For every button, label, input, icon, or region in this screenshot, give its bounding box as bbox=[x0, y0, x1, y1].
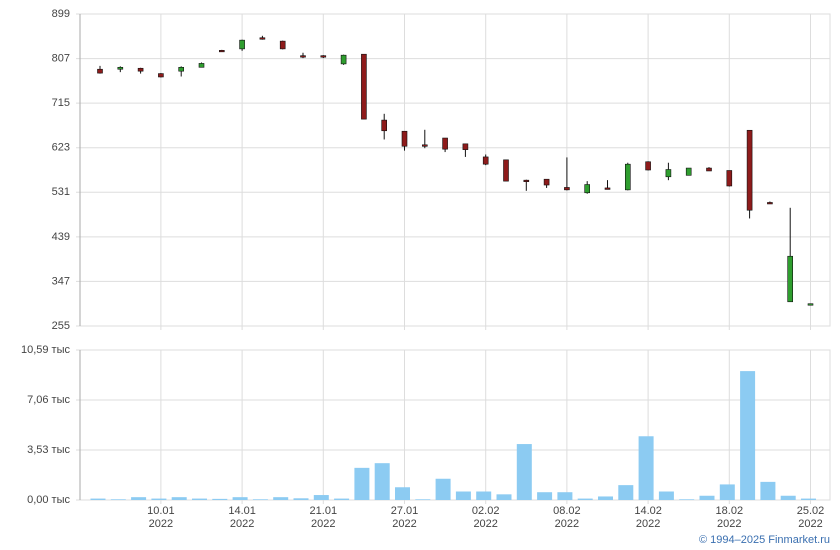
candle-body bbox=[584, 184, 591, 194]
volume-bar bbox=[435, 478, 451, 500]
y-tick-label: 531 bbox=[52, 186, 70, 198]
volume-bar bbox=[334, 498, 350, 500]
volume-bar bbox=[151, 498, 167, 500]
volume-bar bbox=[638, 436, 654, 500]
volume-bar bbox=[496, 494, 512, 500]
candle-body bbox=[807, 303, 814, 306]
candle-body bbox=[320, 55, 327, 58]
y-tick-label: 347 bbox=[52, 275, 70, 287]
candle-body bbox=[482, 156, 489, 165]
x-tick-label: 25.02 2022 bbox=[796, 505, 825, 530]
candle-body bbox=[624, 163, 631, 191]
volume-bar bbox=[273, 497, 289, 500]
x-tick-label: 21.01 2022 bbox=[309, 505, 338, 530]
y-tick-label: 0,00 тыс bbox=[27, 494, 70, 506]
candle-body bbox=[442, 137, 448, 150]
volume-bar bbox=[415, 499, 431, 500]
candle-body bbox=[239, 39, 245, 50]
volume-bar bbox=[131, 497, 147, 500]
x-tick-label: 02.02 2022 bbox=[471, 505, 500, 530]
volume-bar bbox=[740, 371, 756, 500]
y-tick-label: 807 bbox=[52, 52, 70, 64]
volume-bar bbox=[516, 444, 532, 500]
candle-body bbox=[97, 68, 103, 74]
candle-body bbox=[523, 179, 530, 182]
x-tick-label: 14.01 2022 bbox=[228, 505, 256, 530]
y-tick-label: 255 bbox=[52, 320, 70, 332]
candle-body bbox=[706, 167, 712, 172]
candle-body bbox=[381, 119, 388, 132]
y-tick-label: 623 bbox=[52, 142, 70, 154]
candle-body bbox=[279, 40, 286, 50]
credit: © 1994–2025 Finmarket.ru bbox=[698, 534, 830, 546]
volume-bar bbox=[679, 499, 695, 500]
y-tick-label: 7,06 тыс bbox=[27, 394, 70, 406]
volume-bar bbox=[313, 495, 329, 500]
candle-body bbox=[401, 130, 408, 147]
volume-bar bbox=[171, 497, 187, 500]
volume-bar bbox=[232, 497, 248, 500]
candle-body bbox=[645, 161, 651, 171]
candle-body bbox=[198, 63, 205, 68]
candle-body bbox=[746, 129, 753, 211]
candle-body bbox=[137, 67, 144, 72]
candle-body bbox=[117, 66, 124, 70]
volume-bar bbox=[192, 498, 207, 500]
x-tick-label: 10.01 2022 bbox=[147, 505, 175, 530]
volume-bar bbox=[252, 499, 268, 500]
volume-bar bbox=[699, 495, 715, 500]
volume-bar bbox=[780, 495, 796, 500]
candle-body bbox=[787, 255, 794, 303]
y-tick-label: 3,53 тыс bbox=[27, 444, 70, 456]
plot-area bbox=[79, 349, 831, 501]
volume-bar bbox=[618, 485, 634, 500]
x-tick-label: 08.02 2022 bbox=[553, 505, 581, 530]
candle-body bbox=[300, 55, 306, 58]
candle-body bbox=[462, 143, 469, 150]
candle-body bbox=[665, 169, 672, 178]
volume-bar bbox=[577, 498, 593, 500]
candle-body bbox=[259, 37, 266, 40]
volume-bar bbox=[110, 499, 126, 500]
x-tick-label: 14.02 2022 bbox=[634, 505, 662, 530]
candle-body bbox=[767, 202, 773, 205]
volume-bar bbox=[557, 492, 573, 500]
candle-body bbox=[340, 54, 347, 65]
y-tick-label: 715 bbox=[52, 97, 70, 109]
volume-bar bbox=[293, 498, 309, 500]
volume-bar bbox=[374, 463, 390, 500]
candle-body bbox=[726, 170, 733, 187]
candle-body bbox=[421, 144, 428, 147]
x-tick-label: 18.02 2022 bbox=[715, 505, 744, 530]
candle-body bbox=[219, 50, 225, 53]
volume-bar bbox=[760, 481, 776, 500]
y-tick-label: 899 bbox=[52, 8, 70, 20]
volume-bar bbox=[476, 491, 492, 500]
volume-bar bbox=[801, 498, 816, 500]
volume-bar bbox=[90, 498, 106, 500]
candle-body bbox=[158, 73, 164, 78]
candle-body bbox=[178, 66, 184, 72]
volume-bar bbox=[719, 484, 735, 500]
volume-bar bbox=[598, 496, 613, 500]
plot-area bbox=[79, 13, 831, 327]
candle-body bbox=[361, 53, 367, 120]
candle-body bbox=[564, 187, 570, 191]
y-tick-label: 439 bbox=[52, 231, 70, 243]
volume-bar bbox=[354, 467, 370, 500]
candle-body bbox=[604, 187, 611, 190]
candle-body bbox=[685, 167, 692, 176]
volume-bar bbox=[455, 491, 471, 500]
volume-bar bbox=[395, 487, 410, 500]
volume-bar bbox=[212, 498, 228, 500]
volume-bar bbox=[537, 492, 553, 500]
volume-bar bbox=[658, 491, 674, 500]
candle-body bbox=[503, 159, 509, 182]
x-tick-label: 27.01 2022 bbox=[390, 505, 419, 530]
candle-body bbox=[543, 178, 550, 186]
y-tick-label: 10,59 тыс bbox=[21, 344, 71, 356]
